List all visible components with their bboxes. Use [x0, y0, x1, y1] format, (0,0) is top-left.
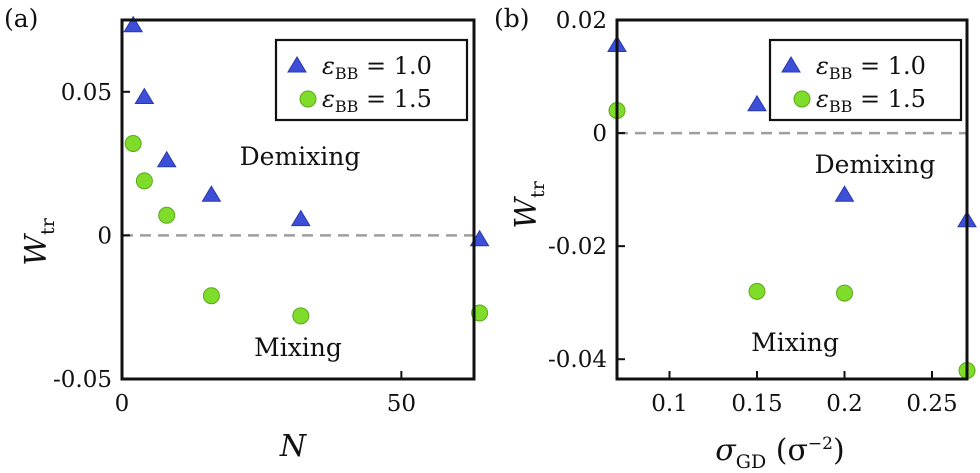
data-point-circle: [202, 287, 220, 305]
x-tick-label: 0.1: [651, 391, 688, 417]
legend-a: εBB = 1.0 εBB = 1.5: [274, 38, 469, 122]
data-point-circle: [135, 172, 153, 190]
y-tick-label: 0: [592, 121, 607, 147]
data-point-triangle: [290, 209, 311, 227]
y-tick-label: -0.04: [548, 347, 607, 373]
data-point-triangle: [201, 185, 222, 202]
region-label-demixing-a: Demixing: [240, 142, 361, 171]
axis-ticks-b: -0.04 -0.02 0 0.02 0.1 0.15 0.2 0.25: [548, 8, 958, 417]
panel-label-b: (b): [494, 4, 530, 33]
data-point-circle: [748, 282, 766, 300]
x-tick-label: 50: [387, 391, 416, 417]
legend-label-eps-1-a: εBB = 1.0: [322, 52, 432, 83]
x-tick-label: 0.2: [826, 391, 863, 417]
data-point-circle: [124, 134, 142, 152]
data-point-triangle: [156, 150, 177, 168]
x-tick-label: 0: [115, 391, 130, 417]
data-point-triangle: [834, 185, 855, 202]
panel-label-a: (a): [4, 4, 38, 33]
y-tick-label: 0: [97, 223, 112, 249]
legend-label-eps-2-b: εBB = 1.5: [816, 85, 926, 116]
y-tick-label: 0.05: [61, 80, 112, 106]
x-tick-label: 0.25: [906, 391, 957, 417]
data-point-triangle: [123, 15, 144, 33]
region-label-mixing-a: Mixing: [254, 333, 342, 362]
plot-frame-a: [120, 18, 476, 381]
legend-marker-circle-b: [793, 90, 811, 108]
data-point-triangle: [747, 94, 767, 112]
data-point-circle: [471, 304, 489, 322]
legend-marker-triangle-a: [287, 56, 307, 73]
data-point-circle: [836, 284, 853, 302]
data-points-a: [123, 15, 490, 325]
y-tick-label: -0.05: [53, 367, 112, 393]
legend-marker-circle-a: [299, 90, 317, 108]
legend-label-eps-1-b: εBB = 1.0: [816, 52, 926, 83]
y-tick-label: 0.02: [556, 8, 607, 34]
y-axis-label-b: Wtr: [509, 180, 549, 228]
plot-frame-b: [615, 18, 969, 381]
data-point-triangle: [134, 87, 155, 105]
x-axis-label-b: σGD (σ−2): [715, 433, 844, 473]
legend-label-eps-2-a: εBB = 1.5: [322, 85, 432, 116]
legend-marker-triangle-b: [781, 56, 801, 73]
data-point-circle: [158, 206, 176, 224]
data-point-circle: [292, 307, 310, 325]
x-axis-label-a: N: [279, 429, 308, 464]
y-axis-label-a: Wtr: [19, 217, 59, 265]
legend-b: εBB = 1.0 εBB = 1.5: [768, 38, 963, 122]
region-label-mixing-b: Mixing: [751, 328, 839, 357]
panel-b: (b) Wtr σGD (σ−2) Demixing Mixing -0.04-…: [494, 4, 977, 473]
x-tick-label: 0.15: [731, 391, 782, 417]
y-tick-label: -0.02: [548, 234, 607, 260]
region-label-demixing-b: Demixing: [815, 150, 936, 179]
